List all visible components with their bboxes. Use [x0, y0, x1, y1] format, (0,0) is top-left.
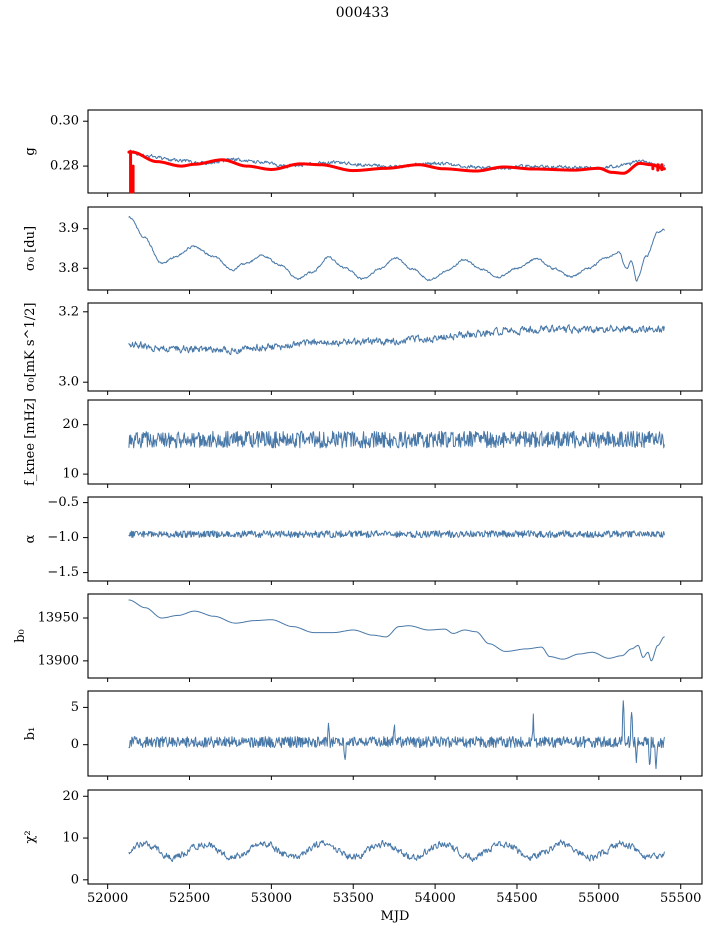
y-ticklabel: 10: [62, 831, 79, 846]
series-sigma0_mK: [128, 324, 665, 356]
series-g_model: [127, 150, 666, 175]
x-ticklabel: 52000: [87, 891, 128, 906]
y-ticklabel: 3.0: [58, 375, 79, 390]
panel-frame: [87, 593, 703, 679]
x-ticklabel: 55000: [578, 891, 619, 906]
series-alpha: [128, 530, 665, 539]
y-axis-label: α: [23, 534, 38, 543]
panel-frame: [87, 690, 703, 777]
panel-frame: [87, 206, 703, 291]
y-ticklabel: 3.8: [58, 261, 79, 276]
series-chi2: [128, 839, 665, 863]
y-axis-label: χ²: [23, 830, 38, 843]
y-axis-label: σ₀ [du]: [23, 226, 38, 271]
panel-b-: 13950 13900 b₀: [13, 593, 703, 682]
y-ticklabel: −0.5: [47, 495, 79, 510]
x-ticklabel: 54500: [496, 891, 537, 906]
panel-f-knee-mhz-: 20 10 f_knee [mHz]: [23, 398, 703, 488]
panel-g: 0.30 0.28 g: [23, 109, 703, 197]
y-ticklabel: 3.9: [58, 221, 79, 236]
y-ticklabel: 0.30: [50, 114, 79, 129]
y-axis-label: g: [23, 147, 38, 155]
panel-b-: 5 0 b₁: [23, 690, 703, 780]
panel--: 20 10 0 χ²: [23, 789, 703, 889]
panel-frame: [87, 496, 703, 582]
x-ticklabel: 55500: [660, 891, 701, 906]
y-ticklabel: 0: [71, 872, 79, 887]
y-ticklabel: 13900: [38, 653, 79, 668]
series-b0: [128, 599, 665, 662]
x-ticklabel: 52500: [169, 891, 210, 906]
x-ticklabel: 53000: [251, 891, 292, 906]
panel--du-: 3.9 3.8 σ₀ [du]: [23, 206, 703, 294]
panel-frame: [87, 302, 703, 392]
panel-frame: [87, 789, 703, 885]
y-axis-label: f_knee [mHz]: [23, 398, 38, 486]
series-f_knee: [128, 430, 665, 449]
panel-frame: [87, 109, 703, 194]
panel--: −0.5 −1.0 −1.5 α: [23, 495, 703, 585]
x-ticklabel: 53500: [333, 891, 374, 906]
y-ticklabel: −1.5: [47, 565, 79, 580]
y-ticklabel: 5: [71, 700, 79, 715]
y-axis-label: b₁: [23, 727, 38, 741]
series-b1: [128, 700, 665, 770]
y-ticklabel: 13950: [38, 611, 79, 626]
y-ticklabel: 3.2: [58, 304, 79, 319]
y-ticklabel: 0: [71, 737, 79, 752]
y-ticklabel: 0.28: [50, 159, 79, 174]
y-axis-label: σ₀[mK s^1/2]: [23, 303, 38, 392]
x-ticklabel: 54000: [414, 891, 455, 906]
y-axis-label: b₀: [13, 629, 28, 643]
y-ticklabel: 10: [62, 467, 79, 482]
series-sigma0_du: [128, 215, 665, 282]
y-ticklabel: −1.0: [47, 530, 79, 545]
x-axis-label: MJD: [381, 909, 410, 924]
panel-frame: [87, 399, 703, 485]
figure-title: 000433: [335, 5, 390, 21]
y-ticklabel: 20: [62, 789, 79, 804]
y-ticklabel: 20: [62, 417, 79, 432]
panel--mk-s-1-2-: 3.2 3.0 σ₀[mK s^1/2]: [23, 302, 703, 395]
